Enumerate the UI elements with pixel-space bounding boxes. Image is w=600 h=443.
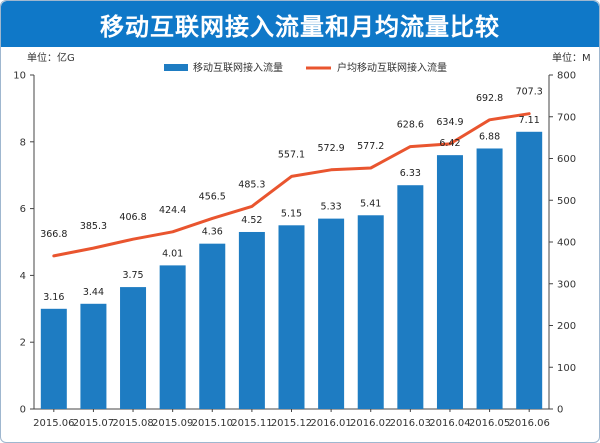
- right-tick-label: 400: [557, 238, 576, 249]
- bar: [476, 148, 503, 410]
- left-tick-label: 10: [13, 71, 26, 82]
- data-labels: 3.16 3.44 3.75 4.01 4.36 4.52 5.15 5.33 5.41 6.33…: [40, 87, 543, 303]
- x-tick-label: 2015.11: [231, 418, 272, 429]
- line-value-label: 485.3: [238, 179, 265, 190]
- bar-value-label: 5.41: [360, 198, 381, 209]
- x-tick-label: 2016.05: [469, 418, 510, 429]
- legend-label-line: 户均移动互联网接入流量: [337, 61, 447, 74]
- bar-value-label: 4.52: [241, 215, 262, 226]
- bar-value-label: 4.36: [202, 227, 223, 238]
- bar: [357, 215, 384, 409]
- left-tick-label: 2: [20, 338, 26, 349]
- bar-value-label: 6.33: [400, 168, 421, 179]
- bar-value-label: 3.16: [43, 292, 64, 303]
- bar-series: [40, 131, 543, 410]
- x-tick-label: 2015.09: [152, 418, 193, 429]
- right-tick-label: 500: [557, 196, 576, 207]
- bar-value-label: 5.15: [281, 208, 302, 219]
- title-bar: 移动互联网接入流量和月均流量比较: [1, 1, 599, 47]
- line-value-label: 557.1: [278, 149, 305, 160]
- chart-title: 移动互联网接入流量和月均流量比较: [100, 12, 500, 41]
- line-value-label: 456.5: [199, 191, 226, 202]
- legend: 移动互联网接入流量 户均移动互联网接入流量: [164, 61, 447, 74]
- bar-value-label: 6.88: [479, 131, 500, 142]
- bar: [238, 231, 265, 409]
- left-tick-label: 4: [20, 271, 26, 282]
- line-value-label: 577.2: [357, 141, 384, 152]
- x-tick-label: 2016.04: [429, 418, 470, 429]
- line-path: [52, 112, 531, 258]
- bar: [80, 303, 107, 409]
- bar: [120, 287, 147, 409]
- bar: [199, 243, 226, 409]
- x-tick-label: 2016.01: [310, 418, 351, 429]
- right-tick-label: 100: [557, 363, 576, 374]
- line-value-label: 692.8: [476, 93, 503, 104]
- x-tick-label: 2015.12: [271, 418, 312, 429]
- bar: [516, 131, 543, 409]
- line-value-label: 406.8: [119, 212, 146, 223]
- right-tick-label: 0: [557, 405, 563, 416]
- line-value-label: 366.8: [40, 229, 67, 240]
- line-value-label: 424.4: [159, 205, 186, 216]
- x-tick-label: 2016.02: [350, 418, 391, 429]
- left-axis-unit: 单位：亿G: [27, 51, 75, 64]
- bar-value-label: 3.44: [83, 287, 104, 298]
- bar-value-label: 7.11: [519, 115, 540, 126]
- bar: [40, 308, 67, 409]
- bar-value-label: 3.75: [122, 270, 143, 281]
- left-tick-label: 0: [20, 405, 26, 416]
- line-series: [52, 112, 531, 258]
- x-tick-label: 2015.06: [33, 418, 74, 429]
- bar: [397, 185, 424, 409]
- left-tick-label: 8: [20, 137, 26, 148]
- line-value-label: 628.6: [397, 120, 424, 131]
- bar-value-label: 5.33: [321, 202, 342, 213]
- line-value-label: 634.9: [436, 117, 463, 128]
- legend-swatch-bar: [164, 64, 188, 71]
- right-tick-label: 200: [557, 321, 576, 332]
- bar-value-label: 6.42: [439, 138, 460, 149]
- line-value-label: 572.9: [318, 143, 345, 154]
- right-axis-unit: 单位：M: [552, 51, 591, 64]
- right-tick-label: 800: [557, 71, 576, 82]
- right-tick-label: 700: [557, 112, 576, 123]
- x-tick-label: 2015.10: [192, 418, 233, 429]
- line-value-label: 707.3: [516, 87, 543, 98]
- bar: [436, 155, 463, 409]
- x-tick-label: 2015.08: [112, 418, 153, 429]
- bar: [278, 225, 305, 409]
- bar: [159, 265, 186, 409]
- right-tick-label: 600: [557, 154, 576, 165]
- right-tick-label: 300: [557, 279, 576, 290]
- legend-label-bar: 移动互联网接入流量: [193, 61, 283, 74]
- bar-value-label: 4.01: [162, 248, 183, 259]
- x-tick-label: 2016.03: [390, 418, 431, 429]
- line-value-label: 385.3: [80, 221, 107, 232]
- x-tick-label: 2016.06: [509, 418, 550, 429]
- x-tick-label: 2015.07: [73, 418, 114, 429]
- bar: [318, 218, 345, 409]
- left-tick-label: 6: [20, 204, 26, 215]
